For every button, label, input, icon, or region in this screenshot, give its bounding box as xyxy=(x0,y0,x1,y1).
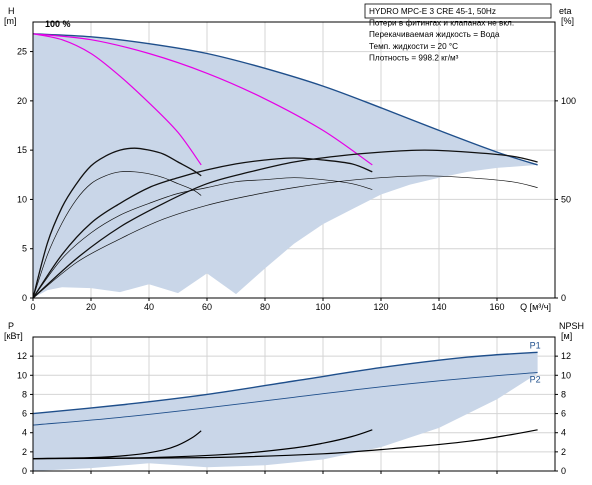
left-axis-tick-label: 20 xyxy=(17,96,27,106)
chart-info-line: Перекачиваемая жидкость = Вода xyxy=(369,30,500,39)
right-axis-title: eta xyxy=(559,6,572,16)
series-label-p2: P2 xyxy=(530,374,541,384)
x-axis-tick-label: 60 xyxy=(202,302,212,312)
left-axis-tick-label: 0 xyxy=(22,293,27,303)
x-axis-tick-label: 160 xyxy=(489,302,504,312)
chart-header-box xyxy=(364,3,552,19)
right-axis-unit: [м] xyxy=(561,331,572,341)
x-axis-tick-label: 40 xyxy=(144,302,154,312)
left-axis-tick-label: 12 xyxy=(17,351,27,361)
x-axis-tick-label: 140 xyxy=(431,302,446,312)
max-curve-line xyxy=(32,33,538,166)
left-axis-tick-label: 0 xyxy=(22,466,27,476)
chart-info-line: Потери в фитингах и клапанах не вкл. xyxy=(369,19,514,28)
chart-info-line: Темп. жидкости = 20 °C xyxy=(369,42,458,51)
right-axis-tick-label: 4 xyxy=(561,428,566,438)
right-axis-tick-label: 8 xyxy=(561,389,566,399)
right-axis-tick-label: 50 xyxy=(561,194,571,204)
left-axis-tick-label: 25 xyxy=(17,47,27,57)
plot-frame xyxy=(32,21,556,299)
left-axis-tick-label: 15 xyxy=(17,145,27,155)
x-axis-tick-label: 80 xyxy=(260,302,270,312)
series-label-p1: P1 xyxy=(530,340,541,350)
right-axis-title: NPSH xyxy=(559,321,584,331)
x-axis-tick-label: 120 xyxy=(373,302,388,312)
right-axis-unit: [%] xyxy=(561,16,574,26)
left-axis-title: P xyxy=(8,321,14,331)
x-axis-tick-label: 100 xyxy=(315,302,330,312)
p1-curve-line xyxy=(32,351,538,415)
operating-range-area xyxy=(33,352,538,471)
chart-header-text: HYDRO MPC-E 3 CRE 45-1, 50Hz xyxy=(369,7,496,16)
x-axis-tick-label: 0 xyxy=(30,302,35,312)
left-axis-tick-label: 2 xyxy=(22,447,27,457)
left-axis-title: H xyxy=(8,6,15,16)
left-axis-tick-label: 10 xyxy=(17,194,27,204)
left-axis-tick-label: 6 xyxy=(22,409,27,419)
efficiency-curve-line xyxy=(32,171,202,299)
x-axis-unit-label: Q [м³/ч] xyxy=(520,302,551,312)
efficiency-curve-line xyxy=(32,149,538,299)
left-axis-tick-label: 8 xyxy=(22,389,27,399)
curve-annotation-100-percent: 100 % xyxy=(45,19,71,29)
right-axis-tick-label: 10 xyxy=(561,370,571,380)
operating-range-area xyxy=(33,33,538,299)
right-axis-tick-label: 0 xyxy=(561,466,566,476)
left-axis-tick-label: 4 xyxy=(22,428,27,438)
chart-info-line: Плотность = 998.2 кг/м³ xyxy=(369,53,459,62)
right-axis-tick-label: 2 xyxy=(561,447,566,457)
right-axis-tick-label: 12 xyxy=(561,351,571,361)
left-axis-tick-label: 10 xyxy=(17,370,27,380)
right-axis-tick-label: 0 xyxy=(561,293,566,303)
efficiency-curve-line xyxy=(32,177,373,299)
pump-curve-line xyxy=(32,33,373,166)
pump-curve-line xyxy=(32,33,202,166)
left-axis-unit: [кВт] xyxy=(4,331,23,341)
npsh-curve-line xyxy=(32,429,538,460)
x-axis-tick-label: 20 xyxy=(86,302,96,312)
efficiency-curve-line xyxy=(32,147,202,299)
right-axis-tick-label: 100 xyxy=(561,96,576,106)
right-axis-tick-label: 6 xyxy=(561,409,566,419)
left-axis-tick-label: 5 xyxy=(22,244,27,254)
p2-curve-line xyxy=(32,371,538,426)
efficiency-curve-line xyxy=(32,157,373,299)
left-axis-unit: [m] xyxy=(4,16,17,26)
efficiency-curve-line xyxy=(32,175,538,299)
plot-frame xyxy=(32,336,556,472)
npsh-curve-line xyxy=(32,430,202,460)
